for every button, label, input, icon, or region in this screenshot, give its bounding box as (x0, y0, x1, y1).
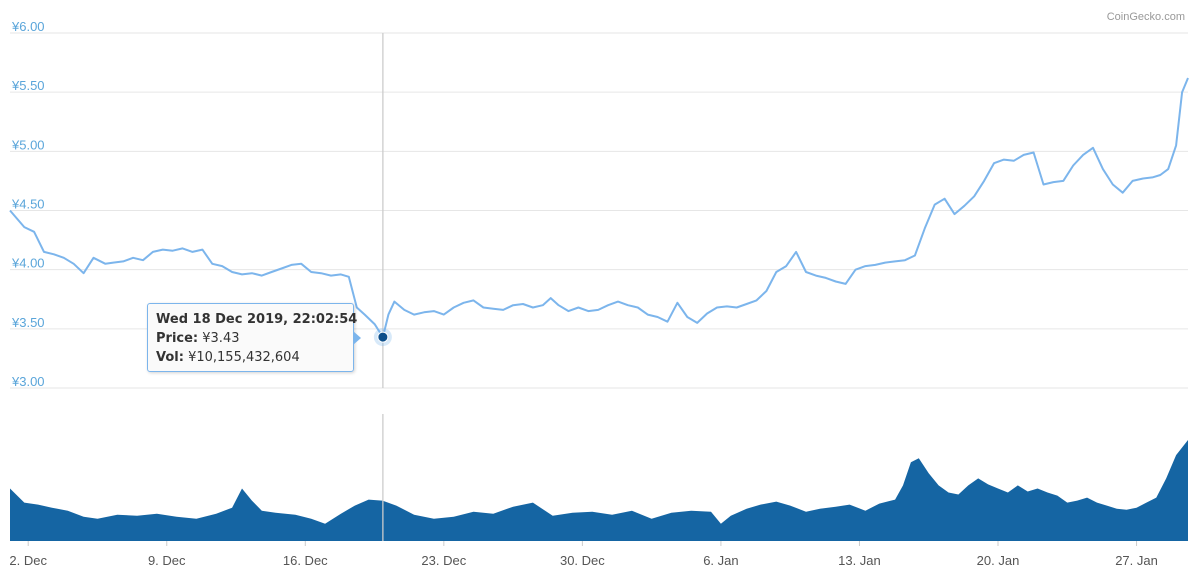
y-tick-label: ¥3.50 (11, 315, 45, 330)
x-tick-label: 6. Jan (703, 553, 738, 568)
y-tick-label: ¥4.00 (11, 256, 45, 271)
tooltip-price-value: ¥3.43 (202, 331, 240, 346)
tooltip-date: Wed 18 Dec 2019, 22:02:54 (156, 312, 358, 327)
x-tick-label: 13. Jan (838, 553, 881, 568)
x-tick-label: 23. Dec (421, 553, 466, 568)
price-axis-labels: ¥3.00 ¥3.50 ¥4.00 ¥4.50 ¥5.00 ¥5.50 ¥6.00 (11, 19, 45, 389)
coingecko-credit[interactable]: CoinGecko.com (1107, 11, 1185, 23)
y-tick-label: ¥6.00 (11, 19, 45, 34)
tooltip-price-row: Price: ¥3.43 (156, 329, 345, 348)
price-tooltip: Wed 18 Dec 2019, 22:02:54 Price: ¥3.43 V… (147, 303, 361, 372)
tooltip-volume-value: ¥10,155,432,604 (188, 350, 300, 365)
x-tick-label: 16. Dec (283, 553, 328, 568)
tooltip-caret (353, 331, 361, 345)
x-tick-label: 30. Dec (560, 553, 605, 568)
price-line (9, 77, 1189, 339)
date-axis-labels: 2. Dec 9. Dec 16. Dec 23. Dec 30. Dec 6. Jan 1… (9, 541, 1158, 568)
x-tick-label: 9. Dec (148, 553, 186, 568)
tooltip-price-label: Price: (156, 331, 199, 346)
volume-area (10, 440, 1188, 541)
tooltip-volume-row: Vol: ¥10,155,432,604 (156, 348, 345, 367)
y-tick-label: ¥5.50 (11, 78, 45, 93)
x-tick-label: 2. Dec (9, 553, 47, 568)
tooltip-volume-label: Vol: (156, 350, 184, 365)
x-tick-label: 20. Jan (977, 553, 1020, 568)
y-tick-label: ¥4.50 (11, 197, 45, 212)
y-tick-label: ¥5.00 (11, 137, 45, 152)
x-tick-label: 27. Jan (1115, 553, 1158, 568)
y-tick-label: ¥3.00 (11, 374, 45, 389)
hover-marker[interactable] (377, 331, 389, 343)
